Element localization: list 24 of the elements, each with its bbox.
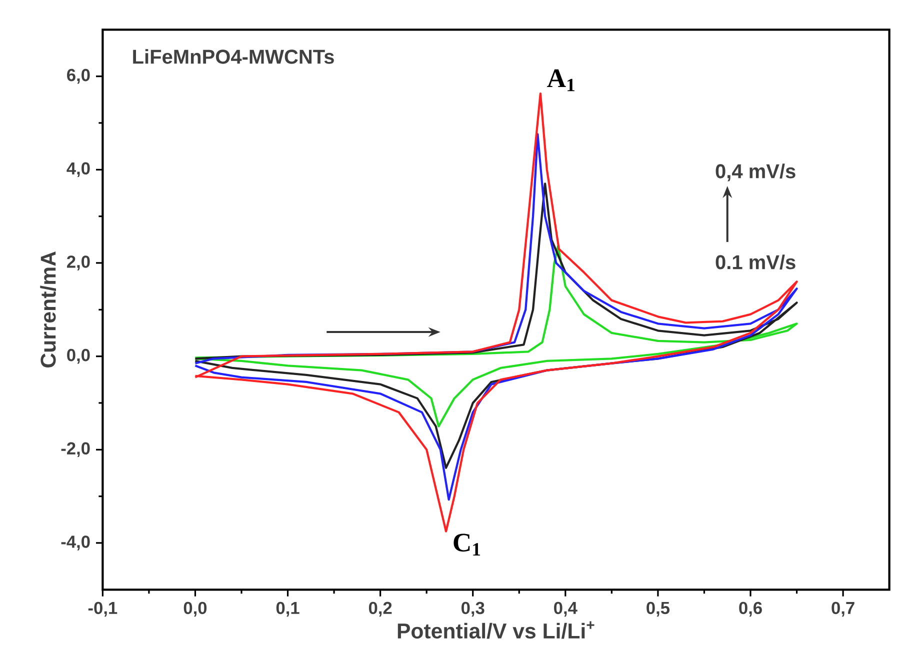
- x-tick-label: -0,1: [88, 602, 118, 617]
- x-tick-label: 0,3: [462, 602, 484, 617]
- y-tick-label: -4,0: [61, 536, 90, 550]
- x-tick-label: 0,1: [276, 602, 300, 617]
- text: LiFeMnPO4-MWCNTs: [133, 49, 334, 64]
- y-tick-label: -2,0: [61, 442, 90, 458]
- x-tick-label: 0,6: [739, 602, 762, 617]
- line-series: [194, 92, 798, 532]
- x-tick-label: 0,2: [368, 602, 392, 617]
- x-tick-label: 0,7: [832, 602, 854, 617]
- y-tick-label: 6,0: [67, 68, 90, 84]
- line-series: [194, 245, 798, 428]
- x-tick-label: 0,0: [184, 602, 207, 617]
- annotation: C$_{1}$: [454, 534, 480, 556]
- y-tick-label: 4,0: [66, 162, 90, 178]
- y-tick-label: 0,0: [67, 348, 90, 364]
- y-axis-title: Current/mA: [40, 252, 56, 368]
- annotation: A$_{1}$: [547, 69, 574, 92]
- annotation: 0,4 mV/s: [716, 164, 796, 182]
- x-tick-label: 0,4: [554, 602, 578, 617]
- x-tick-label: 0,5: [646, 602, 670, 617]
- y-tick-label: 2,0: [67, 256, 90, 270]
- annotation: 0.1 mV/s: [716, 254, 796, 270]
- x-axis-title: Potential/V vs Li/Li$^{+}$: [398, 621, 594, 639]
